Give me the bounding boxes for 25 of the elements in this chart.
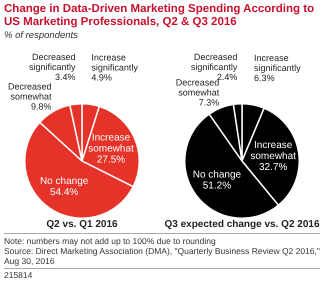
slice-label: No change [40, 176, 89, 188]
data-label: 7.3% [198, 97, 220, 108]
data-label: 9.8% [30, 102, 52, 112]
text: 215814 [4, 268, 320, 280]
text: Q3 expected change vs. Q2 2016 [163, 219, 321, 230]
data-label: 6.3% [254, 72, 275, 83]
slice-label: Increase somewhat [250, 140, 296, 162]
slice-label: Increase significantly [91, 52, 138, 72]
data-label: 32.7% [258, 162, 288, 174]
source-note: Source: Direct Marketing Association (DMA), "Quarterly Business Review Q2 2016," Aug 30, 2016 [4, 246, 320, 266]
slice-label: Decreased significantly [190, 52, 238, 72]
text: Q2 vs. Q1 2016 [45, 219, 119, 230]
text: Note: numbers may not add up to 100% due to rounding [4, 236, 217, 246]
data-label: 54.4% [50, 187, 78, 198]
slice-label: Decreased somewhat [8, 82, 52, 102]
slice-label: No change [192, 169, 242, 180]
chart-title: Change in Data-Driven Marketing Spending According to US Marketing Professionals, Q2 & Q3 2016 [3, 2, 316, 29]
slice-label: Decreased significantly [28, 52, 76, 72]
slice-label: Increase significantly [254, 52, 302, 73]
data-label: 51.2% [202, 180, 232, 192]
slice-label: Increase somewhat [88, 132, 134, 155]
chart-subtitle: % of respondents [3, 29, 79, 41]
data-label: 4.9% [91, 72, 112, 82]
data-label: 3.4% [54, 72, 76, 82]
data-label: 27.5% [96, 154, 126, 166]
